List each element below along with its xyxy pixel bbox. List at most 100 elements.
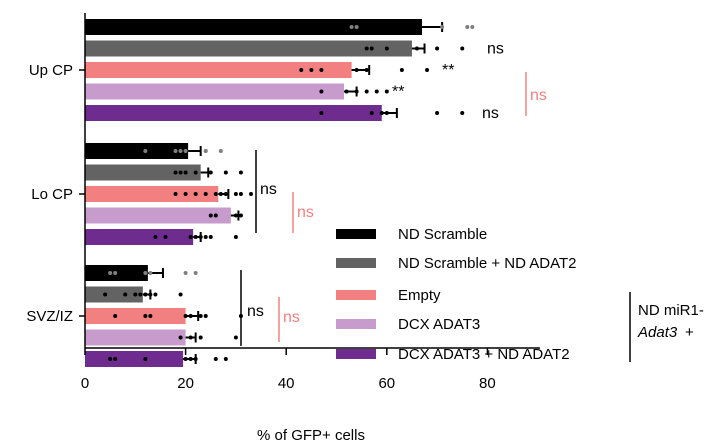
significance-label: ** xyxy=(442,62,454,79)
data-point xyxy=(354,68,359,72)
data-point xyxy=(435,46,440,51)
data-point xyxy=(148,271,153,275)
legend-group-label: Adat3 xyxy=(637,324,678,341)
data-point xyxy=(319,111,324,115)
significance-label: ns xyxy=(283,309,300,326)
data-point xyxy=(143,271,148,275)
legend-label: ND Scramble + ND ADAT2 xyxy=(398,255,577,272)
data-point xyxy=(198,314,203,318)
data-point xyxy=(188,357,193,361)
data-point xyxy=(188,235,193,239)
bar xyxy=(85,329,186,346)
data-point xyxy=(238,192,243,196)
legend-label: ND Scramble xyxy=(398,226,487,243)
data-point xyxy=(238,170,243,175)
bar xyxy=(85,40,412,57)
significance-layer: ns ** ** ns ns ns ns ns ns xyxy=(240,41,547,346)
x-tick-label: 60 xyxy=(378,375,395,392)
data-point xyxy=(183,149,188,153)
bar xyxy=(85,164,201,181)
data-point xyxy=(188,335,193,340)
legend-label: DCX ADAT3 xyxy=(398,316,480,333)
data-point xyxy=(223,170,228,175)
data-point xyxy=(213,213,218,218)
data-point xyxy=(384,46,389,51)
data-point xyxy=(153,292,158,297)
legend: ND Scramble ND Scramble + ND ADAT2 Empty DC… xyxy=(336,226,704,363)
data-point xyxy=(233,235,238,239)
significance-label: ** xyxy=(392,84,404,101)
data-point xyxy=(183,271,188,275)
data-point xyxy=(113,271,118,275)
legend-label: Empty xyxy=(398,287,441,304)
data-point xyxy=(193,271,198,275)
data-point xyxy=(178,149,183,153)
bars-layer xyxy=(85,19,423,367)
bar xyxy=(85,186,219,202)
legend-swatch xyxy=(336,258,376,268)
data-point xyxy=(384,111,389,115)
data-point xyxy=(163,235,168,239)
data-point xyxy=(248,192,253,196)
data-point xyxy=(414,46,419,51)
bar xyxy=(85,143,189,159)
legend-group-label: + xyxy=(685,324,694,341)
data-point xyxy=(173,192,178,196)
data-point xyxy=(364,68,369,72)
data-point xyxy=(344,89,349,94)
data-point xyxy=(379,111,384,115)
data-point xyxy=(213,357,218,361)
data-point xyxy=(470,25,475,29)
data-point xyxy=(203,149,208,153)
data-point xyxy=(198,235,203,239)
bar xyxy=(85,19,423,35)
data-point xyxy=(425,68,430,72)
data-point xyxy=(138,292,143,297)
significance-label: ns xyxy=(530,87,547,104)
legend-swatch xyxy=(336,229,376,239)
data-point xyxy=(203,192,208,196)
data-point xyxy=(153,235,158,239)
data-point xyxy=(319,89,324,94)
data-point xyxy=(369,111,374,115)
data-point xyxy=(183,357,188,361)
data-point xyxy=(178,292,183,297)
data-point xyxy=(233,192,238,196)
data-point xyxy=(223,357,228,361)
data-point xyxy=(364,89,369,94)
data-point xyxy=(173,149,178,153)
data-point xyxy=(193,235,198,239)
points-layer xyxy=(103,25,475,361)
data-point xyxy=(193,357,198,361)
data-point xyxy=(233,213,238,218)
legend-swatch xyxy=(336,349,376,359)
y-tick-label: Lo CP xyxy=(31,186,73,203)
data-point xyxy=(399,68,404,72)
data-point xyxy=(113,314,118,318)
significance-label: ns xyxy=(487,41,504,58)
data-point xyxy=(198,335,203,340)
data-point xyxy=(213,192,218,196)
data-point xyxy=(309,68,314,72)
legend-swatch xyxy=(336,290,376,300)
data-point xyxy=(460,111,465,115)
data-point xyxy=(193,170,198,175)
data-point xyxy=(113,357,118,361)
x-axis-title: % of GFP+ cells xyxy=(257,427,365,444)
data-point xyxy=(384,89,389,94)
data-point xyxy=(143,314,148,318)
data-point xyxy=(223,192,228,196)
data-point xyxy=(238,213,243,218)
axes-layer: 0 20 40 60 80 Up CP Lo CP SVZ/IZ xyxy=(26,13,540,392)
data-point xyxy=(465,25,470,29)
data-point xyxy=(354,25,359,29)
significance-label: ns xyxy=(297,204,314,221)
data-point xyxy=(233,335,238,340)
data-point xyxy=(208,213,213,218)
significance-label: ns xyxy=(247,303,264,320)
data-point xyxy=(108,271,113,275)
data-point xyxy=(108,357,113,361)
data-point xyxy=(143,292,148,297)
x-tick-label: 20 xyxy=(177,375,194,392)
y-tick-label: SVZ/IZ xyxy=(26,308,73,325)
